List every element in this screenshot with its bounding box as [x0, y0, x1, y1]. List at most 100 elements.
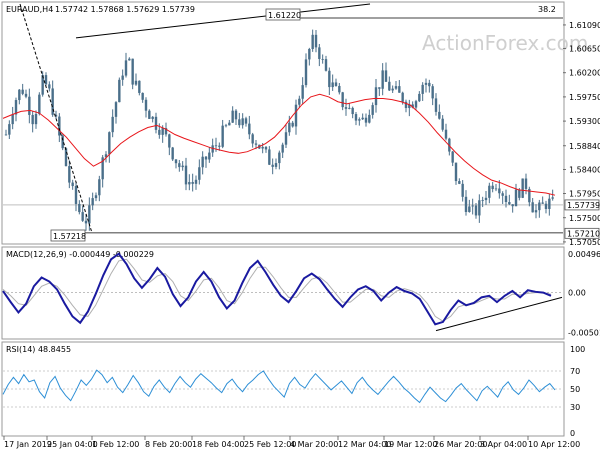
- candle-body: [151, 116, 154, 119]
- candle-body: [501, 193, 504, 196]
- candle-body: [61, 135, 64, 149]
- candle-body: [14, 100, 18, 115]
- rsi-levels: [3, 370, 563, 408]
- macd-tick-label: 0.00: [568, 289, 586, 298]
- candle-body: [204, 156, 208, 160]
- fib-level-label: 38.2: [538, 5, 556, 14]
- rsi-line: [2, 369, 556, 404]
- candle-body: [188, 182, 191, 185]
- candle-body: [211, 145, 214, 153]
- candle-body: [121, 75, 124, 80]
- candle-body: [331, 82, 334, 88]
- candle-body: [231, 110, 234, 123]
- candle-body: [381, 70, 384, 89]
- moving-average: [2, 93, 556, 196]
- candle-body: [268, 149, 271, 165]
- candle-body: [184, 165, 188, 185]
- candle-body: [314, 34, 318, 48]
- candle-body: [458, 181, 461, 184]
- candle-body: [494, 188, 498, 190]
- candle-body: [124, 60, 128, 76]
- candle-body: [101, 157, 104, 180]
- candle-body: [208, 152, 211, 160]
- macd-signal-line: [2, 258, 552, 322]
- candle-body: [88, 205, 91, 224]
- candle-body: [431, 86, 434, 99]
- candle-body: [344, 107, 348, 109]
- candle-body: [438, 111, 441, 119]
- ma-line: [2, 93, 556, 196]
- candle-body: [71, 182, 74, 187]
- upper-trendline: [75, 3, 371, 39]
- candle-body: [348, 107, 351, 109]
- rsi-tick-label: 100: [570, 345, 585, 354]
- low-level-label: 1.57218: [53, 232, 86, 241]
- candle-body: [168, 134, 171, 148]
- rsi-pane-frame: [1, 341, 565, 437]
- time-tick-label: 3 Apr 04:00: [480, 440, 527, 449]
- ohlc-label: 1.57742 1.57868 1.57629 1.57739: [55, 5, 195, 14]
- price-tick-label: 1.61090: [569, 21, 600, 30]
- price-tick-label: 1.57950: [569, 190, 600, 199]
- macd-main-line: [2, 252, 552, 326]
- time-tick-label: 12 Mar 04:00: [338, 440, 391, 449]
- candle-body: [18, 89, 21, 101]
- candle-body: [248, 123, 251, 135]
- candle-body: [451, 151, 454, 163]
- candle-body: [84, 220, 88, 224]
- candle-body: [191, 182, 194, 184]
- candle-body: [414, 101, 418, 108]
- candle-body: [521, 178, 524, 198]
- candle-body: [358, 119, 361, 121]
- candle-body: [541, 202, 544, 204]
- candle-body: [148, 110, 151, 119]
- candle-body: [108, 132, 111, 155]
- candle-body: [58, 116, 61, 136]
- high-level-box: 1.61220: [265, 8, 301, 21]
- time-tick-label: 19 Mar 12:00: [384, 440, 437, 449]
- price-tick-label: 1.57050: [569, 238, 600, 247]
- candle-body: [511, 204, 514, 207]
- macd-pane-frame: [1, 246, 565, 340]
- candle-body: [21, 89, 24, 94]
- candle-body: [294, 104, 298, 127]
- time-tick-label: 10 Apr 12:00: [528, 440, 580, 449]
- candle-body: [301, 85, 304, 99]
- macd-axis: 0.004965 0.00 -0.005013: [568, 250, 600, 337]
- candle-body: [234, 110, 238, 120]
- candle-body: [291, 122, 294, 127]
- candle-body: [171, 147, 174, 160]
- candle-body: [371, 105, 374, 115]
- candle-body: [354, 114, 358, 121]
- candle-body: [318, 47, 321, 59]
- candle-body: [201, 156, 204, 168]
- candle-body: [548, 198, 551, 209]
- candle-body: [478, 200, 481, 216]
- rsi-axis: 100 70 50 30 0: [570, 345, 585, 438]
- candle-body: [198, 167, 201, 180]
- candle-body: [538, 202, 541, 211]
- candle-body: [308, 48, 311, 60]
- candle-body: [194, 179, 198, 184]
- macd-title: MACD(12,26,9) -0.000449 -0.000229: [6, 250, 154, 259]
- high-level-label: 1.61220: [268, 11, 301, 20]
- time-tick-label: 1 Feb 12:00: [92, 440, 139, 449]
- rsi-title: RSI(14) 48.8455: [6, 345, 71, 354]
- candle-body: [364, 117, 368, 123]
- time-tick-label: 25 Feb 12:00: [244, 440, 296, 449]
- candle-body: [388, 81, 391, 91]
- candle-body: [11, 114, 14, 125]
- rsi-tick-label: 30: [570, 403, 580, 412]
- price-tick-label: 1.58400: [569, 165, 600, 174]
- candle-body: [218, 145, 221, 147]
- candle-body: [534, 210, 538, 213]
- candle-body: [491, 185, 494, 190]
- candle-body: [68, 166, 71, 183]
- candle-body: [524, 178, 528, 189]
- candle-body: [28, 96, 31, 115]
- macd-tick-label: -0.005013: [568, 328, 600, 337]
- time-tick-label: 4 Mar 20:00: [290, 440, 338, 449]
- candle-body: [141, 92, 144, 100]
- candle-body: [161, 128, 164, 135]
